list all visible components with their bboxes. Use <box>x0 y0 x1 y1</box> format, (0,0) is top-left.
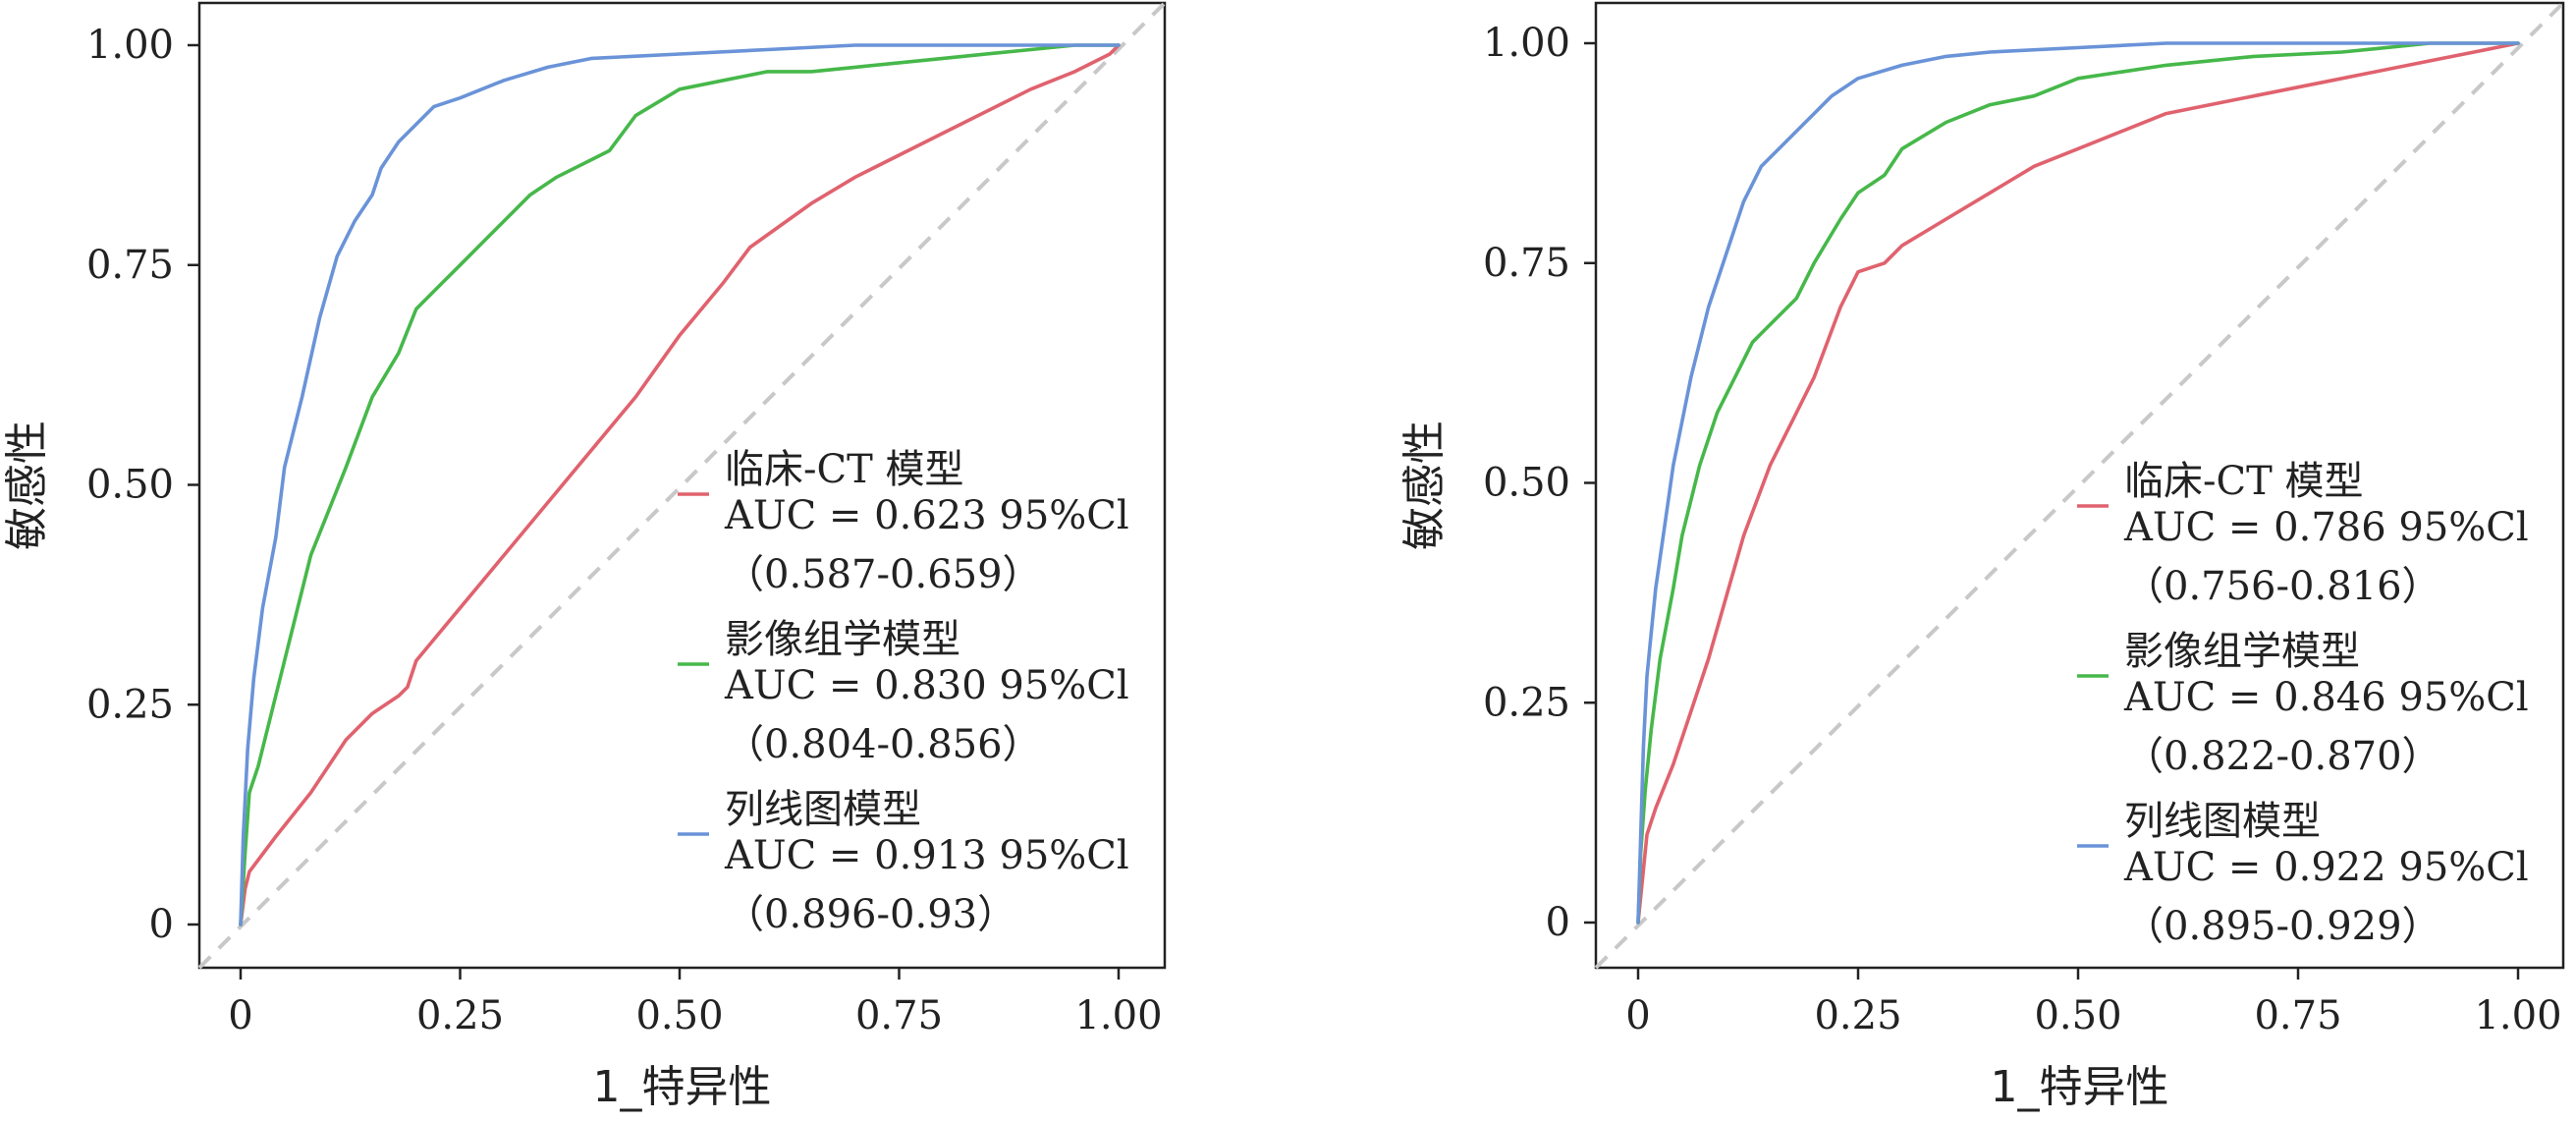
y-tick-label: 0 <box>149 902 174 947</box>
legend-name: 列线图模型 <box>2124 799 2321 844</box>
y-tick-label: 1.00 <box>1483 21 1570 66</box>
legend-name: 临床-CT 模型 <box>2124 459 2364 504</box>
legend-auc: AUC = 0.830 95%Cl <box>724 663 1129 708</box>
legend-ci: （0.587-0.659） <box>725 552 1042 597</box>
x-tick-label: 0 <box>1625 993 1650 1038</box>
roc-curve-3 <box>239 43 1121 926</box>
x-tick-label: 0.50 <box>635 993 723 1038</box>
roc-chart-left: 0 0 0.25 0.25 0.50 0.50 0.75 0.75 1.00 1.00 1_特异性 敏… <box>2 1 1167 1112</box>
y-axis-title: 敏感性 <box>2 420 52 550</box>
legend-name: 列线图模型 <box>725 787 921 832</box>
y-tick-label: 0 <box>1546 900 1570 945</box>
x-tick-label: 0.75 <box>2254 993 2341 1038</box>
legend-name: 影像组学模型 <box>725 617 960 662</box>
y-tick-label: 1.00 <box>86 23 174 68</box>
plot-frame <box>1594 1 2565 970</box>
y-tick-label: 0.75 <box>1483 241 1570 286</box>
y-axis-title: 敏感性 <box>1399 420 1450 550</box>
roc-curve-1 <box>239 43 1121 926</box>
roc-curve-3 <box>1636 41 2520 925</box>
legend-ci: （0.804-0.856） <box>725 722 1042 767</box>
roc-chart-right: 0 0 0.25 0.25 0.50 0.50 0.75 0.75 1.00 1.00 1_特异性 敏… <box>1399 1 2565 1112</box>
x-axis-title: 1_特异性 <box>593 1062 772 1112</box>
legend-ci: （0.895-0.929） <box>2124 904 2441 949</box>
y-tick-label: 0.25 <box>86 682 174 727</box>
y-tick-label: 0.25 <box>1483 680 1570 725</box>
y-tick-label: 0.50 <box>86 463 174 508</box>
roc-curve-1 <box>1636 41 2520 925</box>
legend-auc: AUC = 0.786 95%Cl <box>2123 505 2529 550</box>
legend-ci: （0.896-0.93） <box>725 892 1016 937</box>
legend-auc: AUC = 0.913 95%Cl <box>724 833 1129 878</box>
legend-auc: AUC = 0.922 95%Cl <box>2123 845 2529 890</box>
x-tick-label: 0.25 <box>1814 993 1901 1038</box>
y-tick-label: 0.50 <box>1483 461 1570 506</box>
x-tick-label: 0 <box>228 993 252 1038</box>
x-tick-label: 0.25 <box>416 993 504 1038</box>
legend-ci: （0.756-0.816） <box>2124 564 2441 609</box>
legend-auc: AUC = 0.623 95%Cl <box>724 493 1129 538</box>
reference-diagonal <box>197 1 1167 970</box>
x-tick-label: 1.00 <box>1074 993 1162 1038</box>
roc-curve-2 <box>239 43 1121 926</box>
roc-curve-2 <box>1636 41 2520 925</box>
reference-diagonal <box>1594 1 2565 970</box>
x-tick-label: 1.00 <box>2474 993 2561 1038</box>
legend-name: 影像组学模型 <box>2124 629 2360 674</box>
y-tick-label: 0.75 <box>86 243 174 288</box>
legend-name: 临床-CT 模型 <box>725 447 964 492</box>
legend-auc: AUC = 0.846 95%Cl <box>2123 675 2529 720</box>
x-axis-title: 1_特异性 <box>1991 1062 2169 1112</box>
legend-ci: （0.822-0.870） <box>2124 734 2441 779</box>
x-tick-label: 0.50 <box>2034 993 2121 1038</box>
x-tick-label: 0.75 <box>855 993 943 1038</box>
